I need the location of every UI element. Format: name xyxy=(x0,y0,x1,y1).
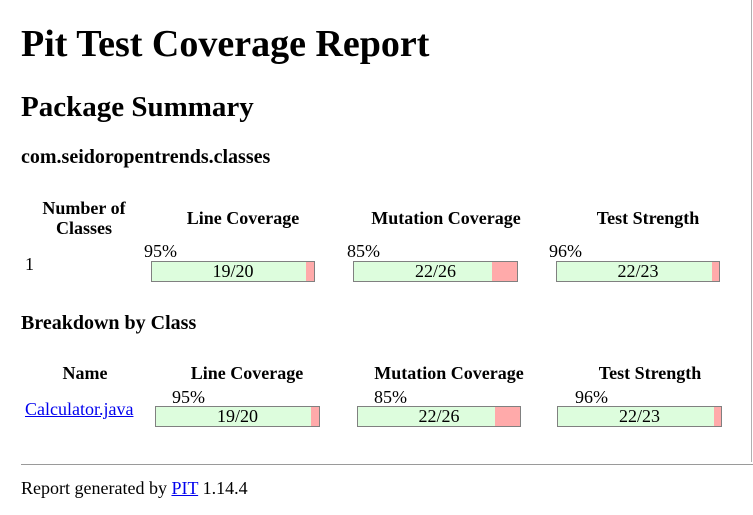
class-test-strength-percent: 96% xyxy=(575,387,608,407)
line-coverage-ratio: 19/20 xyxy=(212,261,254,281)
mutation-coverage-percent: 85% xyxy=(347,241,380,261)
class-test-strength-bar: 22/23 xyxy=(557,406,722,427)
mutation-coverage-ratio: 22/26 xyxy=(414,261,456,281)
class-mutation-coverage-uncovered xyxy=(495,407,520,426)
test-strength-percent: 96% xyxy=(549,241,582,261)
line-coverage-bar: 19/20 xyxy=(151,261,315,282)
col-header-mutation-coverage: Mutation Coverage xyxy=(371,208,521,228)
mutation-coverage-uncovered xyxy=(491,262,517,281)
class-name-cell: Calculator.java xyxy=(25,399,133,419)
page-right-border xyxy=(751,0,752,462)
test-strength-bar: 22/23 xyxy=(556,261,720,282)
footer-divider xyxy=(21,464,753,465)
line-coverage-uncovered xyxy=(305,262,314,281)
package-name: com.seidoropentrends.classes xyxy=(21,146,271,168)
footer-prefix: Report generated by xyxy=(21,478,167,498)
col-header-number-of-classes: Number of Classes xyxy=(42,198,126,238)
line-coverage-percent: 95% xyxy=(144,241,177,261)
package-summary-heading: Package Summary xyxy=(21,91,254,123)
class-mutation-coverage-ratio: 22/26 xyxy=(418,406,460,426)
class-link-calculator[interactable]: Calculator.java xyxy=(25,399,134,419)
col-header-line-coverage: Line Coverage xyxy=(186,208,300,228)
footer: Report generated by PIT 1.14.4 xyxy=(21,478,248,498)
col-header-test-strength: Test Strength xyxy=(596,208,700,228)
col-header-mutation-coverage-2: Mutation Coverage xyxy=(374,363,524,383)
mutation-coverage-bar: 22/26 xyxy=(353,261,518,282)
footer-version: 1.14.4 xyxy=(202,478,248,498)
class-test-strength-unkilled xyxy=(714,407,721,426)
col-header-name: Name xyxy=(62,363,108,383)
class-line-coverage-percent: 95% xyxy=(172,387,205,407)
pit-link[interactable]: PIT xyxy=(171,478,199,498)
class-mutation-coverage-bar: 22/26 xyxy=(357,406,521,427)
class-line-coverage-uncovered xyxy=(310,407,319,426)
class-line-coverage-bar: 19/20 xyxy=(155,406,320,427)
test-strength-ratio: 22/23 xyxy=(617,261,659,281)
class-test-strength-ratio: 22/23 xyxy=(618,406,660,426)
class-line-coverage-ratio: 19/20 xyxy=(216,406,258,426)
breakdown-heading: Breakdown by Class xyxy=(21,312,197,334)
number-of-classes-value: 1 xyxy=(25,254,34,274)
col-header-test-strength-2: Test Strength xyxy=(598,363,702,383)
test-strength-unkilled xyxy=(712,262,719,281)
class-mutation-coverage-percent: 85% xyxy=(374,387,407,407)
page-title: Pit Test Coverage Report xyxy=(21,23,430,65)
col-header-line-coverage-2: Line Coverage xyxy=(190,363,304,383)
